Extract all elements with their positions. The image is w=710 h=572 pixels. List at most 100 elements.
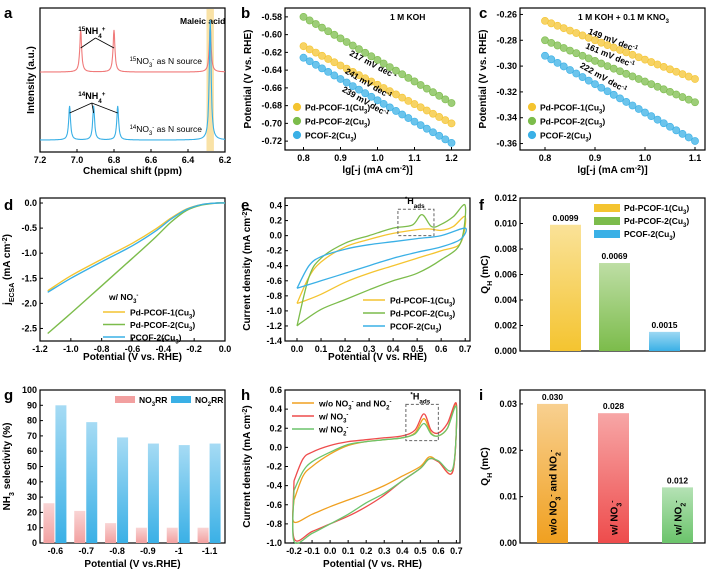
x-tick-label: 0.0 [324, 546, 337, 556]
bar [105, 523, 117, 543]
bar-value-label: 0.028 [603, 401, 625, 411]
legend-label: Pd-PCOF-1(Cu3) [390, 296, 455, 309]
x-tick-label: 1.2 [445, 153, 458, 163]
y-tick-label: 90 [27, 400, 37, 410]
y-tick-label: 0.01 [499, 492, 517, 502]
y-tick-label: 0.0 [269, 231, 282, 241]
series-label: 15NO3- as N source [130, 56, 203, 69]
legend-marker [292, 130, 302, 140]
x-axis-label: Chemical shift (ppm) [83, 166, 182, 177]
data-point [416, 121, 425, 130]
x-tick-label: 1.1 [689, 153, 702, 163]
data-point [379, 59, 388, 68]
y-tick-label: 0.03 [499, 399, 517, 409]
nmr-spectrum-14n [40, 19, 225, 141]
data-point [553, 58, 562, 67]
data-point [355, 85, 363, 94]
y-tick-label: 0.012 [494, 193, 517, 203]
y-axis-label: Potential (V vs. RHE) [243, 30, 254, 129]
data-point [597, 83, 606, 92]
bar [599, 263, 630, 351]
y-tick-label: -0.60 [261, 30, 282, 40]
data-point [336, 61, 345, 70]
y-axis-label: NH3 selectivity (%) [2, 423, 16, 511]
x-tick-label: -1.2 [32, 344, 48, 354]
x-tick-label: 1.0 [371, 153, 384, 163]
y-tick-label: -0.62 [261, 47, 282, 57]
y-tick-label: -0.8 [266, 519, 282, 529]
data-point [355, 71, 363, 80]
bar [178, 445, 190, 543]
condition-label: 1 M KOH [390, 12, 425, 22]
data-point [342, 78, 351, 87]
data-point [361, 74, 370, 83]
legend-label: PCOF-2(Cu3) [624, 229, 676, 242]
x-axis-label: Potential (V vs. RHE) [323, 559, 422, 570]
data-point [678, 129, 687, 138]
bar [147, 443, 159, 543]
y-tick-label: -1.0 [266, 306, 282, 316]
y-tick-label: -1.0 [21, 248, 37, 258]
y-tick-label: 0 [32, 538, 37, 548]
hads-region-box [397, 208, 435, 237]
data-point [410, 117, 419, 126]
arrow [91, 102, 95, 114]
data-point [429, 109, 437, 118]
data-point [622, 98, 631, 106]
data-point [691, 75, 699, 83]
data-point [422, 84, 431, 93]
data-point [435, 131, 444, 140]
legend-swatch [594, 204, 620, 212]
y-tick-label: -0.4 [266, 261, 282, 271]
x-tick-label: -0.2 [186, 344, 202, 354]
bar [74, 510, 86, 543]
legend-marker [292, 102, 302, 112]
data-point [361, 48, 370, 57]
y-tick-label: 0.000 [494, 346, 517, 356]
y-tick-label: -0.28 [496, 35, 517, 45]
y-tick-label: 0.00 [499, 538, 517, 548]
y-tick-label: 80 [27, 416, 37, 426]
data-point [410, 77, 419, 86]
y-axis-label: QH (mC) [480, 255, 494, 293]
x-tick-label: -0.6 [125, 344, 141, 354]
axes-frame [519, 7, 706, 151]
x-tick-label: 0.6 [435, 344, 448, 354]
x-tick-label: 0.4 [387, 344, 400, 354]
y-tick-label: 70 [27, 431, 37, 441]
data-point [410, 100, 419, 108]
y-tick-label: 0.0 [269, 442, 282, 452]
data-point [691, 98, 699, 107]
legend-label: NO3RR [139, 395, 167, 408]
data-point [336, 75, 345, 83]
bar-category-label: w/ NO3- [609, 500, 623, 536]
y-tick-label: -0.8 [266, 291, 282, 301]
bar [662, 487, 693, 543]
data-point [342, 38, 351, 46]
y-tick-label: -0.64 [261, 65, 282, 75]
data-point [441, 135, 450, 144]
y-tick-label: 50 [27, 462, 37, 472]
lsv-curve [47, 202, 226, 292]
legend-swatch [115, 396, 135, 403]
data-point [348, 82, 357, 90]
x-axis-label: lg[-j (mA cm-2)] [342, 165, 412, 177]
data-point [379, 99, 388, 108]
data-point [367, 52, 376, 61]
data-point [398, 93, 407, 102]
data-point [392, 107, 400, 115]
data-point [305, 57, 314, 66]
x-tick-label: -0.2 [286, 546, 302, 556]
data-point [659, 119, 668, 128]
bar [598, 413, 629, 543]
y-tick-label: 0.0 [24, 198, 37, 208]
y-tick-label: -1.4 [266, 336, 282, 346]
y-tick-label: -0.2 [266, 462, 282, 472]
data-point [616, 94, 624, 103]
legend-marker [527, 130, 537, 140]
panel-letter: c [479, 5, 487, 22]
x-axis-label: Potential (V vs.RHE) [84, 559, 180, 570]
legend-swatch [594, 217, 620, 225]
bar [197, 527, 209, 543]
legend-label: Pd-PCOF-2(Cu3) [130, 320, 195, 333]
